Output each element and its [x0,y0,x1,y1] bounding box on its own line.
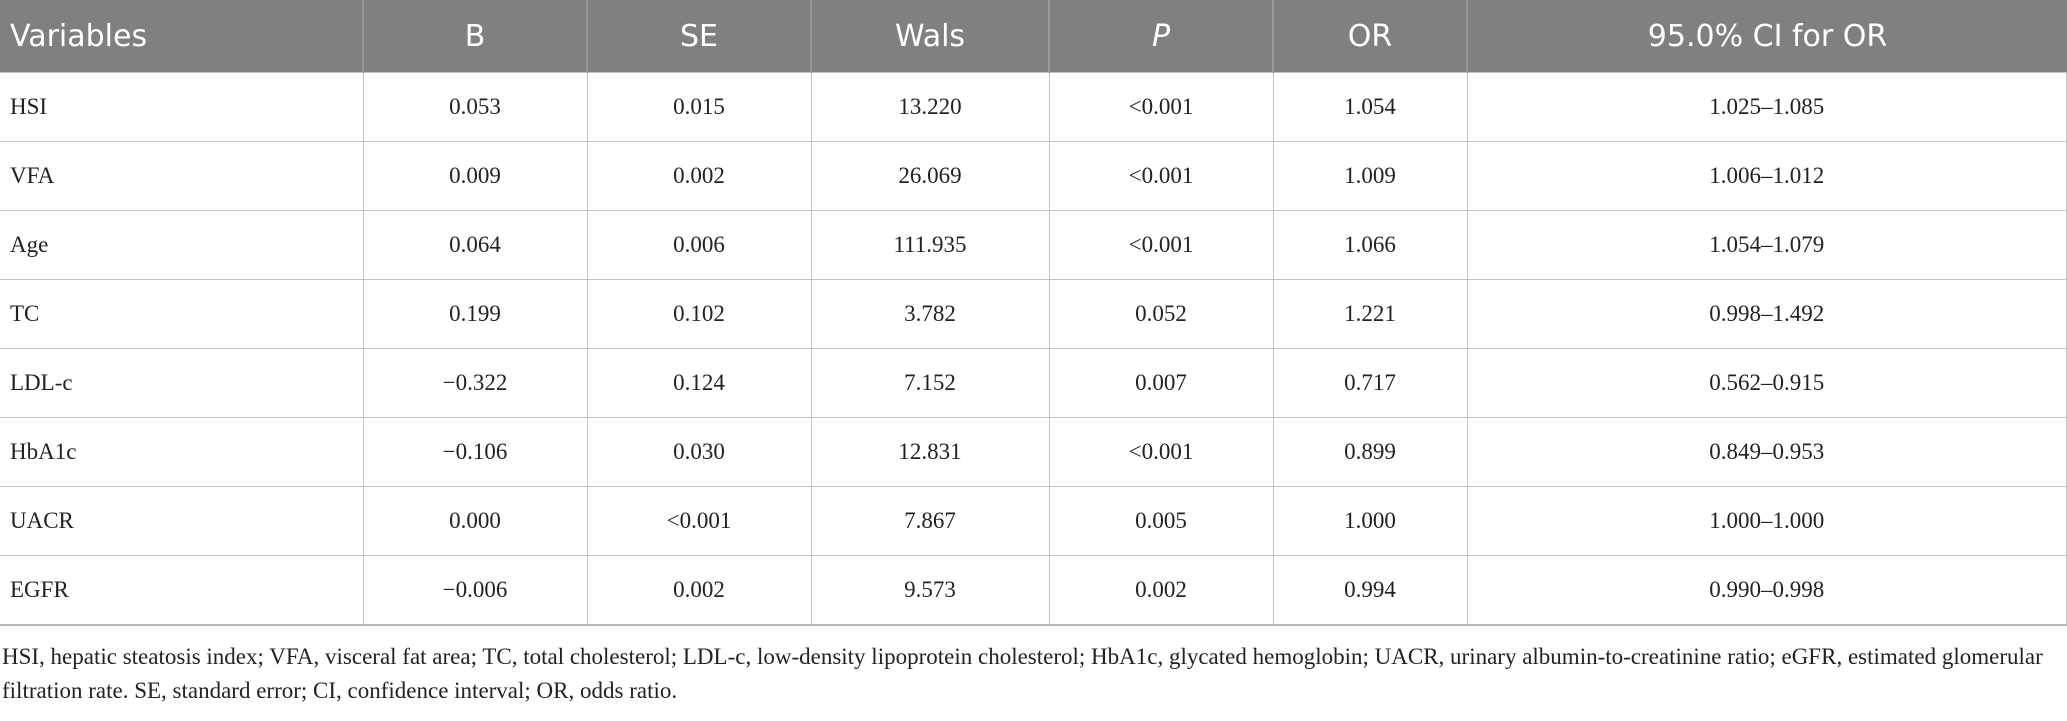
table-cell: 1.009 [1272,141,1468,211]
table-cell: 0.998–1.492 [1466,279,2067,349]
table-cell: 12.831 [810,417,1050,487]
table-cell: UACR [0,486,364,556]
column-header: B [362,0,587,73]
table-cell: 0.994 [1272,555,1468,626]
table-cell: HSI [0,72,364,142]
table-cell: 7.867 [810,486,1050,556]
table-cell: 0.052 [1048,279,1274,349]
column-header: P [1048,0,1273,73]
header-row: Variables B SE Wals P OR 95.0% CI for OR [0,0,2067,73]
table-footnote: HSI, hepatic steatosis index; VFA, visce… [2,644,2043,703]
table-row: UACR 0.000 <0.001 7.867 0.005 1.000 1.000–1.00… [0,486,2067,556]
table-cell: 0.030 [586,417,812,487]
regression-table: Variables B SE Wals P OR 95.0% CI for OR HSI 0.… [0,0,2067,626]
table-cell: TC [0,279,364,349]
table-cell: −0.006 [362,555,588,626]
table-cell: 0.562–0.915 [1466,348,2067,418]
table-cell: 0.102 [586,279,812,349]
table-cell: 1.054–1.079 [1466,210,2067,280]
table-row: HSI 0.053 0.015 13.220 <0.001 1.054 1.025–1.08… [0,72,2067,142]
table-cell: 0.849–0.953 [1466,417,2067,487]
table-cell: 1.066 [1272,210,1468,280]
table-cell: 111.935 [810,210,1050,280]
table-cell: −0.106 [362,417,588,487]
column-header: SE [586,0,811,73]
table-cell: LDL-c [0,348,364,418]
table-cell: 0.199 [362,279,588,349]
table-cell: 0.002 [586,555,812,626]
column-header: Variables [0,0,363,73]
table-cell: 1.221 [1272,279,1468,349]
table-row: TC 0.199 0.102 3.782 0.052 1.221 0.998–1.492 [0,279,2067,349]
table-cell: Age [0,210,364,280]
table-cell: 0.990–0.998 [1466,555,2067,626]
table-cell: VFA [0,141,364,211]
table-cell: 0.899 [1272,417,1468,487]
table-cell: 1.000–1.000 [1466,486,2067,556]
table-cell: <0.001 [586,486,812,556]
table-cell: <0.001 [1048,417,1274,487]
column-header: 95.0% CI for OR [1466,0,2067,73]
table-cell: 0.000 [362,486,588,556]
table-row: VFA 0.009 0.002 26.069 <0.001 1.009 1.006–1.01… [0,141,2067,211]
table-cell: 0.009 [362,141,588,211]
table-cell: 1.000 [1272,486,1468,556]
table-cell: 13.220 [810,72,1050,142]
table-cell: 0.717 [1272,348,1468,418]
table-cell: 0.015 [586,72,812,142]
table-cell: 7.152 [810,348,1050,418]
table-cell: 0.002 [586,141,812,211]
table-cell: 0.007 [1048,348,1274,418]
table-cell: 0.006 [586,210,812,280]
table-cell: <0.001 [1048,210,1274,280]
table-cell: 1.006–1.012 [1466,141,2067,211]
table-cell: <0.001 [1048,141,1274,211]
table-cell: <0.001 [1048,72,1274,142]
table-cell: 3.782 [810,279,1050,349]
table-cell: 0.064 [362,210,588,280]
table-cell: 0.002 [1048,555,1274,626]
table-cell: 0.053 [362,72,588,142]
column-header: Wals [810,0,1049,73]
column-header: OR [1272,0,1467,73]
table-cell: 1.054 [1272,72,1468,142]
table-row: EGFR −0.006 0.002 9.573 0.002 0.994 0.990–0.99… [0,555,2067,626]
table-cell: EGFR [0,555,364,626]
table-cell: 26.069 [810,141,1050,211]
table-cell: HbA1c [0,417,364,487]
table-row: Age 0.064 0.006 111.935 <0.001 1.066 1.054–1.0… [0,210,2067,280]
table-cell: 1.025–1.085 [1466,72,2067,142]
table-cell: 9.573 [810,555,1050,626]
table-cell: 0.005 [1048,486,1274,556]
table-row: LDL-c −0.322 0.124 7.152 0.007 0.717 0.562–0.9… [0,348,2067,418]
table-cell: −0.322 [362,348,588,418]
table-row: HbA1c −0.106 0.030 12.831 <0.001 0.899 0.849–0… [0,417,2067,487]
table-cell: 0.124 [586,348,812,418]
